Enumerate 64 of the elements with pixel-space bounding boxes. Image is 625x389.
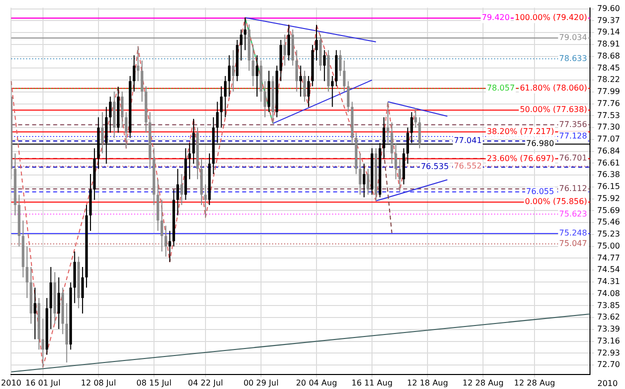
y-tick-label: 74.54: [597, 265, 620, 274]
ref-line-label: 50.00% (77.638): [520, 105, 588, 114]
x-tick-label: 20 04 Aug: [296, 378, 338, 388]
y-tick-label: 75.23: [597, 230, 620, 239]
ref-line-label: 78.633: [559, 54, 588, 63]
x-tick-label: 12 18 Aug: [406, 378, 448, 388]
ref-line-label: 75.623: [559, 209, 588, 218]
ref-line-label: 79.034: [559, 33, 588, 42]
ref-line-label: 76.980: [526, 139, 554, 148]
y-tick-label: 78.22: [597, 75, 620, 84]
ref-line-label: 38.20% (77.217): [486, 126, 554, 136]
x-tick-label: 12 08 Jul: [80, 378, 116, 388]
ref-line-label: 75.047: [559, 239, 588, 248]
y-tick-label: 77.53: [597, 110, 620, 120]
y-tick-label: 76.15: [597, 182, 620, 192]
y-tick-label: 77.30: [597, 122, 620, 132]
ref-line-label: 23.60% (76.697): [486, 154, 554, 163]
y-tick-label: 79.14: [597, 28, 620, 37]
y-tick-label: 72.70: [597, 360, 620, 370]
y-tick-label: 75.46: [597, 218, 620, 227]
y-tick-label: 77.07: [597, 134, 620, 144]
y-tick-label: 78.68: [597, 51, 620, 60]
x-tick-label: 16 11 Aug: [351, 378, 393, 388]
ref-line-label: 78.057: [486, 84, 515, 93]
y-tick-label: 76.84: [597, 146, 620, 156]
y-tick-label: 72.93: [597, 348, 620, 358]
y-tick-label: 79.60: [597, 4, 620, 13]
y-tick-label: 75.92: [597, 194, 620, 203]
y-tick-label: 76.38: [597, 170, 620, 180]
ref-line-label: 76.112: [559, 184, 588, 194]
ref-line-label: 79.420: [482, 13, 510, 22]
ref-line-label: 75.248: [559, 228, 588, 238]
ref-line-label: 77.041: [454, 136, 482, 146]
ref-line-label: 0.00% (75.856): [524, 197, 588, 206]
x-tick-label: 12 28 Aug: [514, 378, 556, 388]
x-tick-label: 08 15 Jul: [136, 378, 172, 388]
y-tick-label: 74.77: [597, 253, 620, 262]
ref-line-label: 76.552: [454, 161, 482, 170]
ref-line-label: 76.535: [420, 162, 449, 172]
ref-line-label: 61.80% (78.060): [520, 83, 588, 92]
ref-line-label: 76.701: [559, 154, 588, 163]
ref-line-label: 100.00% (79.420): [514, 13, 588, 22]
x-tick-label: 04 22 Jul: [188, 378, 224, 388]
y-tick-label: 78.91: [597, 40, 620, 49]
y-tick-label: 73.85: [597, 300, 620, 310]
x-tick-label: 12 28 Aug: [462, 378, 504, 388]
y-tick-label: 75.69: [597, 206, 620, 215]
y-tick-label: 74.08: [597, 288, 620, 298]
y-tick-label: 73.62: [597, 312, 620, 322]
ref-line-label: 77.128: [559, 132, 588, 141]
x-tick-label: 00 29 Jul: [243, 378, 279, 388]
y-tick-label: 73.39: [597, 324, 620, 334]
y-tick-label: 73.16: [597, 336, 620, 346]
x-tick-label: 2010: [1, 378, 22, 388]
ref-line-label: 76.055: [526, 186, 554, 196]
y-tick-label: 78.45: [597, 63, 620, 72]
y-tick-label: 75.00: [597, 241, 620, 250]
y-tick-label: 77.99: [597, 87, 620, 96]
y-tick-label: 74.31: [597, 277, 620, 286]
x-tick-label: 16 01 Jul: [25, 378, 60, 388]
y-tick-label: 77.76: [597, 98, 620, 108]
y-tick-label: 76.61: [597, 158, 620, 168]
ref-line-label: 77.356: [559, 120, 588, 129]
y-tick-label: 79.37: [597, 16, 620, 25]
